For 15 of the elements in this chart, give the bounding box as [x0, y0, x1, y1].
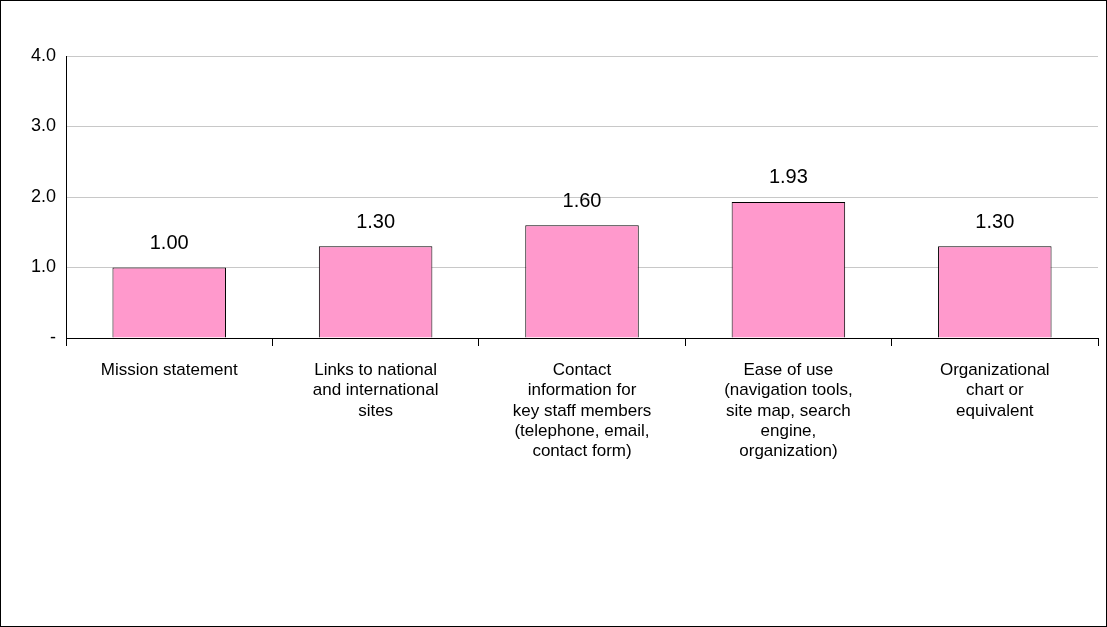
x-tick-label: Ease of use (navigation tools, site map, search engine, organization) [724, 359, 853, 461]
y-tick-label: - [50, 326, 57, 347]
x-tick-label: Mission statement [100, 359, 238, 379]
x-tick-label: Contact information for key staff members (telephone, email, contact form) [512, 359, 652, 461]
data-label: 1.00 [149, 231, 189, 254]
y-tick-label: 2.0 [30, 185, 57, 206]
y-tick-label: 4.0 [30, 44, 57, 65]
data-label: 1.60 [562, 188, 602, 211]
y-tick-label: 1.0 [30, 256, 57, 277]
data-label: 1.30 [356, 209, 396, 232]
x-tick-label: Links to national and international sites [312, 359, 439, 420]
data-label: 1.30 [975, 209, 1015, 232]
y-tick-label: 3.0 [30, 115, 57, 136]
x-tick-label: Organizational chart or equivalent [939, 359, 1050, 420]
data-label: 1.93 [768, 165, 808, 188]
